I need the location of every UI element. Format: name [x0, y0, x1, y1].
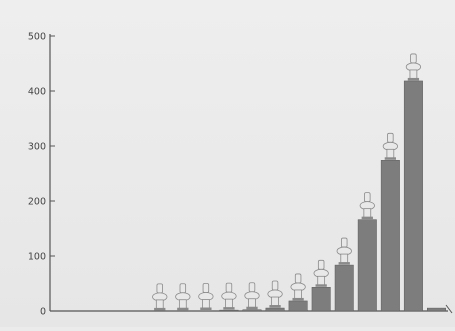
toilet-icons: [153, 54, 421, 310]
toilet-base: [339, 262, 350, 265]
bar: [381, 160, 399, 311]
toilet-base: [223, 307, 234, 310]
toilet-pedestal: [341, 254, 348, 263]
bar: [404, 81, 422, 311]
toilet-tank: [157, 284, 163, 293]
toilet-base: [177, 308, 188, 311]
toilet-tank: [249, 283, 255, 292]
toilet-base: [200, 308, 211, 311]
toilet-icon: [360, 193, 374, 220]
toilet-pedestal: [156, 300, 163, 309]
toilet-icon: [222, 283, 236, 310]
axis-end-mark: [446, 305, 452, 313]
bar: [243, 310, 261, 311]
toilet-pedestal: [272, 297, 279, 306]
y-tick-label: 400: [28, 87, 46, 98]
y-tick-label: 100: [28, 252, 46, 263]
bar: [266, 308, 284, 311]
toilet-tank: [203, 284, 209, 293]
y-tick-label: 0: [40, 307, 46, 318]
toilet-pedestal: [387, 149, 394, 158]
toilet-base: [292, 298, 303, 301]
toilet-icon: [314, 260, 328, 287]
toilet-icon: [176, 284, 190, 311]
toilet-pedestal: [410, 70, 417, 79]
toilet-pedestal: [202, 300, 209, 309]
toilet-base: [385, 157, 396, 160]
toilet-pedestal: [318, 276, 325, 285]
toilet-tank: [272, 281, 278, 290]
bars: [220, 81, 446, 311]
toilet-pedestal: [179, 300, 186, 309]
toilet-base: [269, 305, 280, 308]
bar: [220, 310, 238, 311]
y-tick-label: 500: [28, 32, 46, 43]
toilet-pedestal: [364, 209, 371, 218]
toilet-pedestal: [225, 299, 232, 308]
toilet-tank: [226, 283, 232, 292]
toilet-tank: [180, 284, 186, 293]
toilet-icon: [383, 133, 397, 160]
toilet-icon: [153, 284, 167, 311]
toilet-base: [246, 307, 257, 310]
toilet-icon: [199, 284, 213, 311]
toilet-icon: [291, 274, 305, 301]
bar: [312, 287, 330, 311]
bar: [335, 265, 353, 311]
toilet-tank: [388, 133, 394, 142]
y-tick-label: 300: [28, 142, 46, 153]
toilet-pedestal: [249, 299, 256, 308]
bar: [427, 308, 445, 311]
toilet-tank: [411, 54, 417, 63]
toilet-tank: [295, 274, 301, 283]
toilet-icon: [268, 281, 282, 308]
toilet-icon: [245, 283, 259, 310]
toilet-icon: [406, 54, 420, 80]
toilet-icon: [337, 238, 351, 265]
bar: [358, 220, 376, 311]
toilet-base: [154, 308, 165, 311]
toilet-tank: [364, 193, 370, 202]
bar: [289, 301, 307, 311]
y-tick-label: 200: [28, 197, 46, 208]
toilet-pedestal: [295, 290, 302, 299]
toilet-tank: [318, 260, 324, 269]
toilet-base: [316, 284, 327, 287]
toilet-base: [408, 78, 419, 81]
toilet-tank: [341, 238, 347, 247]
toilet-base: [362, 217, 373, 220]
